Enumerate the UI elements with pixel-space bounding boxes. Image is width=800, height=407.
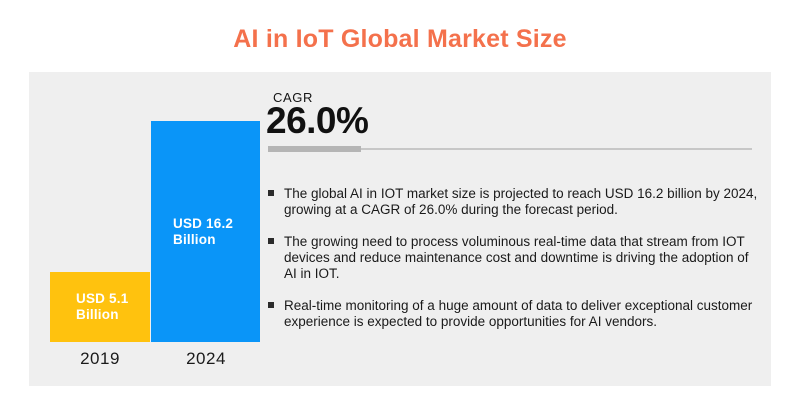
list-item: The global AI in IOT market size is proj… bbox=[268, 186, 768, 218]
list-item: The growing need to process voluminous r… bbox=[268, 234, 768, 282]
bullet-text: The growing need to process voluminous r… bbox=[284, 234, 749, 281]
divider-accent-segment bbox=[268, 146, 361, 152]
x-axis-label-2024: 2024 bbox=[186, 349, 226, 368]
divider-line bbox=[268, 148, 752, 150]
cagr-value: 26.0% bbox=[266, 100, 369, 141]
bar-value-line2: Billion bbox=[76, 307, 119, 322]
bullet-square-icon bbox=[268, 238, 274, 244]
cagr-label: CAGR bbox=[273, 90, 313, 105]
content-panel: USD 5.1 Billion USD 16.2 Billion 2019 20… bbox=[29, 72, 771, 386]
bullet-text: The global AI in IOT market size is proj… bbox=[284, 186, 758, 217]
bar-2024: USD 16.2 Billion bbox=[151, 121, 260, 342]
bar-value-line1: USD 16.2 bbox=[173, 215, 234, 231]
market-size-bar-chart: USD 5.1 Billion USD 16.2 Billion 2019 20… bbox=[29, 72, 269, 386]
bar-value-label: USD 16.2 Billion bbox=[151, 216, 233, 248]
page-title: AI in IoT Global Market Size bbox=[233, 25, 567, 53]
insights-list: The global AI in IOT market size is proj… bbox=[268, 186, 768, 346]
bullet-text: Real-time monitoring of a huge amount of… bbox=[284, 298, 753, 329]
bullet-square-icon bbox=[268, 190, 274, 196]
bar-value-label: USD 5.1 Billion bbox=[50, 291, 128, 323]
list-item: Real-time monitoring of a huge amount of… bbox=[268, 298, 768, 330]
bar-2019: USD 5.1 Billion bbox=[50, 272, 150, 342]
bar-value-line1: USD 5.1 bbox=[76, 291, 129, 306]
x-axis-label-2019: 2019 bbox=[80, 349, 120, 368]
bar-value-line2: Billion bbox=[173, 231, 216, 247]
bullet-square-icon bbox=[268, 302, 274, 308]
